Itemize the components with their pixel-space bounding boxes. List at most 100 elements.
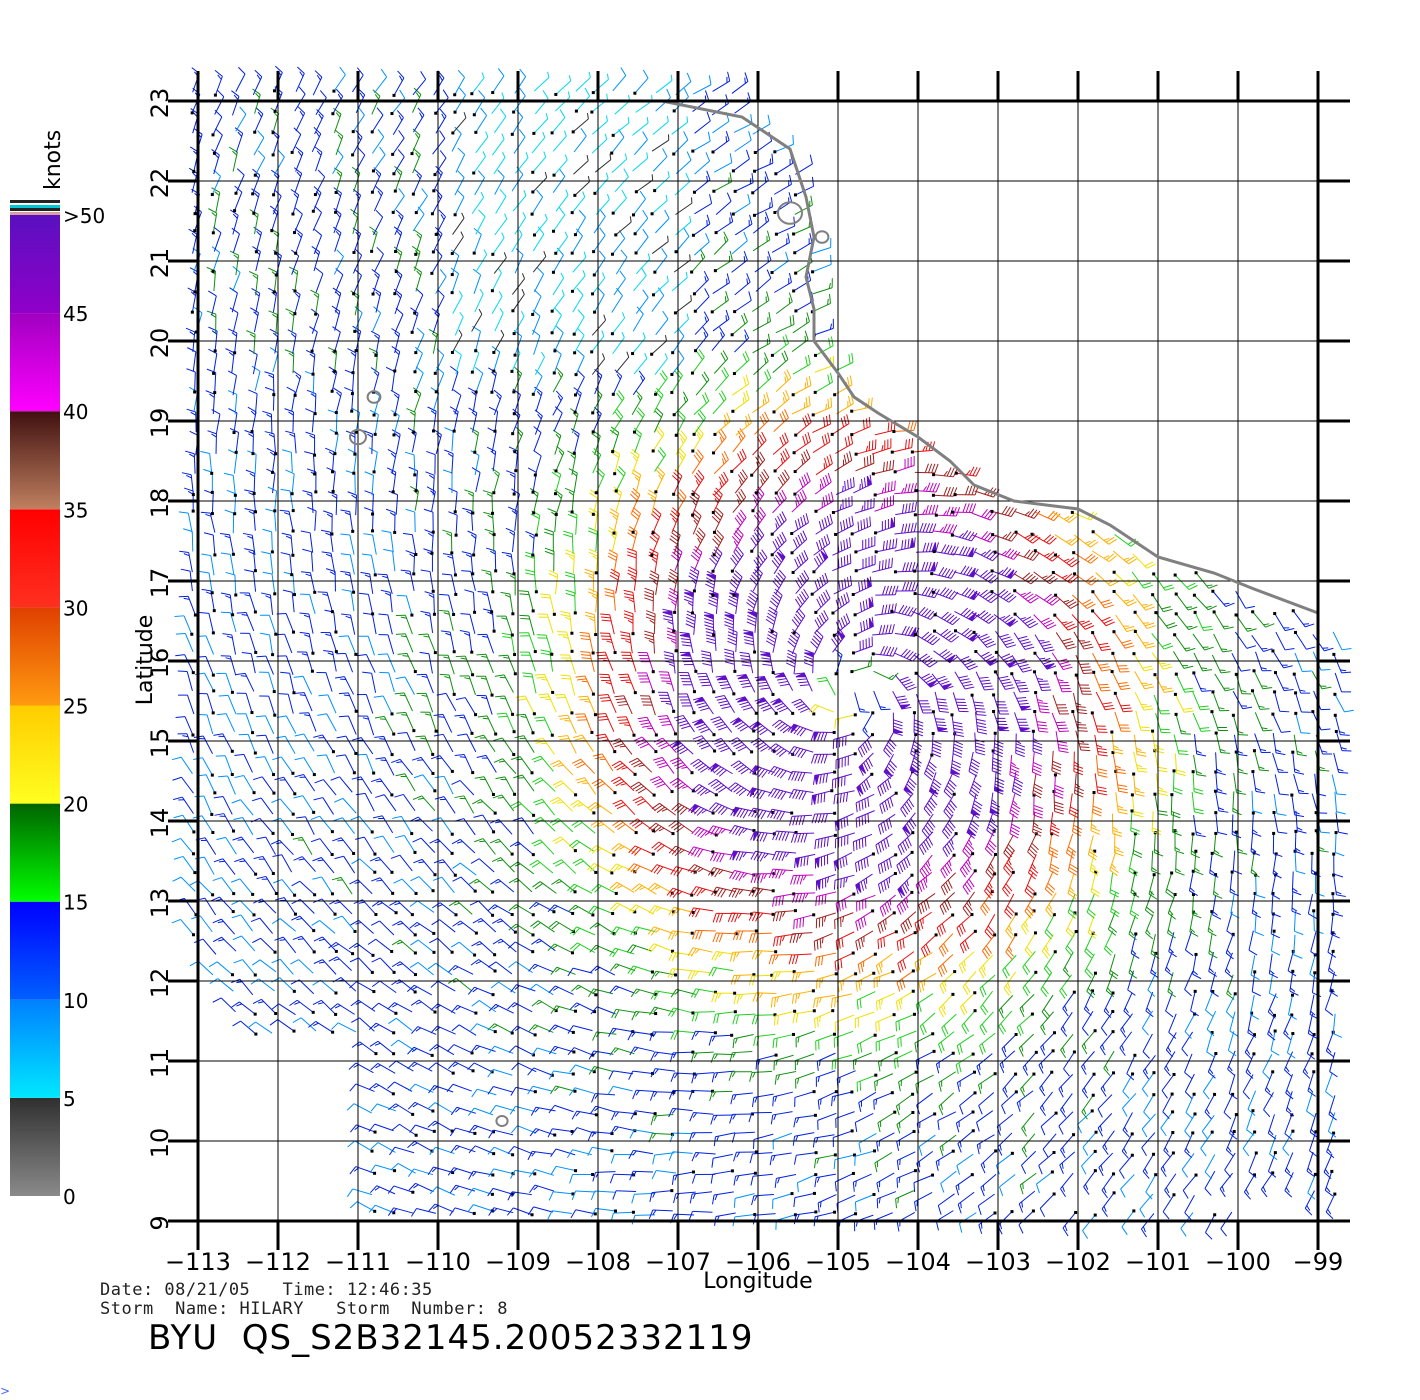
- wind-barb: [940, 1170, 957, 1193]
- wind-barb-feather: [172, 776, 182, 781]
- wind-barb-feather: [860, 918, 864, 928]
- wind-barb-staff: [279, 958, 294, 975]
- wind-barb-feather: [233, 817, 243, 820]
- rain-flag-dot: [513, 930, 517, 934]
- wind-barb-staff: [460, 862, 477, 876]
- wind-barb-staff: [1119, 1154, 1133, 1171]
- rain-flag-dot: [374, 913, 378, 917]
- wind-barb-feather: [813, 1158, 817, 1169]
- wind-barb: [490, 878, 515, 893]
- rain-flag-dot: [493, 953, 497, 957]
- wind-barb-feather: [661, 808, 668, 812]
- wind-barb-feather: [333, 958, 340, 962]
- wind-barb-feather: [551, 878, 560, 885]
- rain-flag-dot: [733, 991, 737, 995]
- wind-barb: [252, 998, 276, 1014]
- rain-flag-dot: [1194, 849, 1198, 853]
- wind-barb-feather: [1184, 1071, 1193, 1079]
- wind-barb-feather: [1040, 1062, 1044, 1069]
- wind-barb-staff: [298, 979, 315, 995]
- wind-barb: [1272, 853, 1282, 879]
- wind-barb-feather: [777, 1177, 780, 1184]
- wind-barb-feather: [695, 930, 700, 940]
- wind-barb-feather: [1099, 1046, 1106, 1056]
- wind-barb-feather: [955, 1186, 960, 1196]
- wind-barb: [547, 1210, 572, 1220]
- wind-barb-feather: [687, 970, 693, 980]
- rain-flag-dot: [1072, 1050, 1076, 1054]
- rain-flag-dot: [570, 951, 574, 955]
- wind-barb: [450, 1004, 477, 1014]
- wind-barb-feather: [1262, 1071, 1270, 1080]
- wind-barb: [833, 1154, 855, 1170]
- wind-barb-feather: [860, 937, 864, 948]
- wind-barb-feather: [818, 997, 822, 1004]
- rain-flag-dot: [1111, 1010, 1115, 1014]
- wind-barb-feather: [232, 1020, 241, 1027]
- wind-barb-feather: [833, 880, 836, 890]
- wind-barb-feather: [788, 954, 793, 965]
- wind-barb-feather: [609, 1174, 615, 1184]
- wind-barb: [895, 1190, 915, 1209]
- wind-barb: [471, 1000, 497, 1013]
- wind-barb: [1022, 1052, 1037, 1076]
- wind-barb-feather: [834, 961, 837, 971]
- rain-flag-dot: [390, 870, 394, 874]
- rain-flag-dot: [911, 989, 915, 993]
- wind-barb: [234, 857, 256, 875]
- rain-flag-dot: [610, 1132, 614, 1136]
- wind-barb: [877, 813, 896, 835]
- wind-barb: [999, 1050, 1016, 1074]
- wind-barb-feather: [903, 858, 909, 869]
- wind-barb-feather: [291, 898, 301, 905]
- wind-barb: [955, 1111, 974, 1133]
- wind-barb-staff: [401, 878, 417, 894]
- wind-barb-feather: [371, 900, 381, 907]
- rain-flag-dot: [973, 869, 977, 873]
- wind-barb-staff: [399, 854, 413, 872]
- wind-barb-feather: [1062, 1227, 1069, 1237]
- colorbar-tick-label: >50: [63, 204, 105, 228]
- wind-barb-feather: [913, 1182, 916, 1193]
- rain-flag-dot: [954, 832, 958, 836]
- wind-barb-feather: [673, 1193, 677, 1204]
- wind-barb-feather: [454, 1185, 460, 1191]
- wind-barb: [691, 1173, 716, 1184]
- wind-barb-feather: [652, 1154, 656, 1165]
- wind-barb-staff: [281, 879, 295, 896]
- colorbar-tick-label: 15: [63, 891, 88, 915]
- wind-barb: [666, 887, 692, 899]
- wind-barb-staff: [240, 799, 254, 816]
- wind-barb-staff: [913, 1174, 933, 1184]
- wind-barb-feather: [1042, 1148, 1049, 1158]
- wind-barb: [1325, 1072, 1334, 1098]
- wind-barb-feather: [1058, 1088, 1064, 1098]
- wind-barb-feather: [906, 856, 911, 867]
- wind-barb-staff: [182, 814, 195, 833]
- wind-barb-feather: [772, 1096, 774, 1107]
- wind-barb-feather: [938, 1043, 943, 1054]
- wind-barb-feather: [914, 962, 918, 972]
- wind-barb-staff: [1165, 992, 1173, 1012]
- wind-barb-feather: [1243, 1191, 1252, 1200]
- wind-barb-feather: [1293, 954, 1303, 959]
- wind-barb: [233, 817, 254, 836]
- rain-flag-dot: [391, 891, 395, 895]
- wind-barb: [896, 1170, 916, 1188]
- wind-barb: [233, 959, 256, 976]
- wind-barb-staff: [937, 1193, 955, 1206]
- wind-barb-feather: [1225, 1011, 1234, 1019]
- wind-barb-feather: [1058, 1125, 1064, 1135]
- wind-barb-staff: [935, 1150, 954, 1162]
- rain-flag-dot: [453, 873, 457, 877]
- wind-barb: [609, 902, 635, 913]
- wind-barb-feather: [609, 1126, 616, 1135]
- wind-barb-feather: [368, 1204, 376, 1213]
- wind-barb-staff: [1284, 1114, 1293, 1134]
- wind-barb-feather: [610, 1154, 615, 1164]
- wind-barb: [877, 854, 896, 875]
- wind-barb: [213, 796, 233, 815]
- wind-barb-feather: [826, 836, 829, 847]
- wind-barb: [1212, 894, 1222, 920]
- wind-barb: [833, 1030, 854, 1048]
